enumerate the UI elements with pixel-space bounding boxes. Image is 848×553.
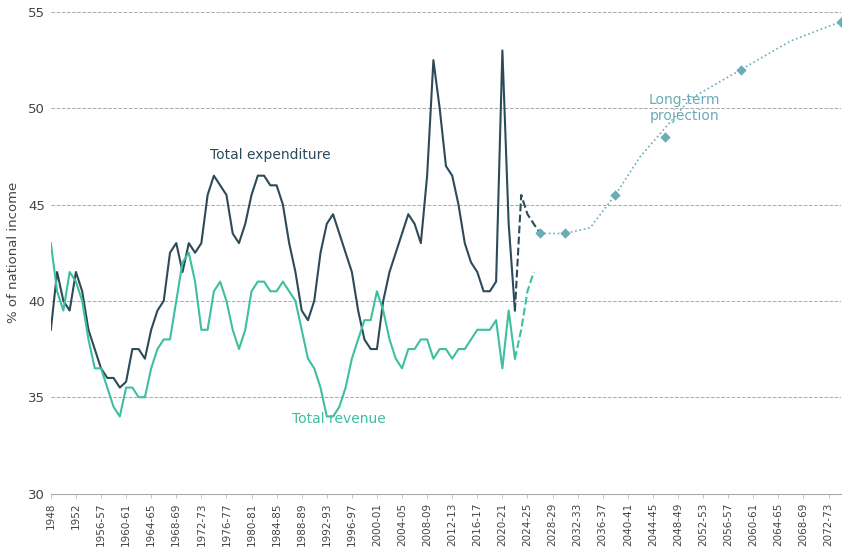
Point	[609, 191, 622, 200]
Point	[659, 133, 672, 142]
Point	[533, 229, 547, 238]
Text: Long-term
projection: Long-term projection	[649, 93, 720, 123]
Point	[734, 65, 747, 74]
Y-axis label: % of national income: % of national income	[7, 182, 20, 324]
Point	[834, 17, 848, 26]
Text: Total expenditure: Total expenditure	[210, 148, 331, 162]
Text: Total revenue: Total revenue	[293, 412, 386, 426]
Point	[558, 229, 572, 238]
